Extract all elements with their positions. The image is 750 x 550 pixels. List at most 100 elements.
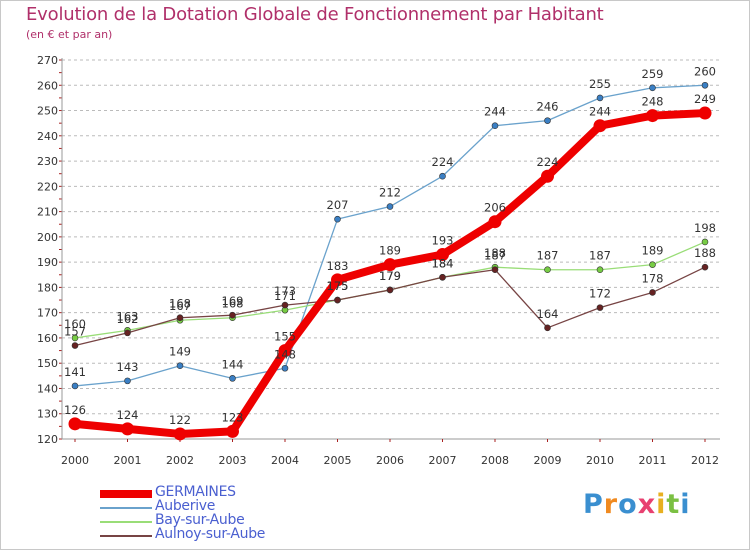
- y-tick-label: 200: [37, 231, 58, 244]
- y-tick-label: 220: [37, 180, 58, 193]
- data-point-auberive: [701, 81, 709, 89]
- legend-swatch-auberive: [100, 507, 152, 509]
- data-label-germaines: 224: [537, 155, 559, 169]
- data-label-aulnoy-sur-aube: 162: [117, 312, 139, 326]
- data-point-aulnoy-sur-aube: [649, 289, 656, 296]
- legend-swatch-aulnoy-sur-aube: [100, 535, 152, 537]
- data-label-germaines: 123: [222, 410, 244, 424]
- x-tick-label: 2002: [166, 454, 194, 467]
- data-label-auberive: 148: [274, 347, 296, 361]
- data-label-auberive: 255: [589, 77, 611, 91]
- data-point-aulnoy-sur-aube: [334, 296, 341, 304]
- x-tick-label: 2009: [534, 454, 562, 467]
- data-point-germaines: [68, 417, 82, 431]
- data-label-germaines: 126: [64, 403, 86, 417]
- chart-title: Evolution de la Dotation Globale de Fonc…: [26, 4, 604, 25]
- data-point-auberive: [386, 203, 394, 210]
- data-label-germaines: 122: [169, 413, 191, 427]
- data-label-germaines: 155: [274, 330, 296, 344]
- data-label-auberive: 141: [64, 365, 86, 379]
- data-label-germaines: 206: [484, 201, 506, 215]
- x-tick-label: 2011: [639, 454, 667, 467]
- data-point-aulnoy-sur-aube: [439, 273, 446, 281]
- data-label-aulnoy-sur-aube: 172: [589, 287, 611, 301]
- x-axis-ticks: 2000 2001 2002 2003 2004 2005 2006 2007 2008 2009…: [61, 454, 719, 467]
- x-tick-label: 2004: [271, 454, 299, 467]
- data-point-auberive: [281, 364, 289, 372]
- data-label-aulnoy-sur-aube: 188: [694, 246, 716, 260]
- x-tick-label: 2003: [219, 454, 247, 467]
- data-point-aulnoy-sur-aube: [701, 263, 709, 271]
- axes: [59, 58, 720, 442]
- logo-letter: o: [618, 489, 638, 520]
- data-label-germaines: 189: [379, 244, 401, 258]
- data-point-germaines: [278, 344, 292, 358]
- data-point-germaines: [593, 119, 607, 133]
- y-tick-label: 270: [37, 54, 58, 67]
- legend-label-aulnoy-sur-aube: Aulnoy-sur-Aube: [155, 526, 266, 542]
- data-point-auberive: [229, 375, 236, 382]
- data-label-bay-sur-aube: 171: [274, 289, 296, 303]
- x-tick-label: 2005: [324, 454, 352, 467]
- data-label-auberive: 246: [537, 100, 559, 114]
- logo-letter: i: [656, 489, 667, 520]
- data-label-bay-sur-aube: 198: [694, 221, 716, 235]
- y-tick-label: 160: [37, 332, 58, 345]
- data-label-germaines: 249: [694, 92, 716, 106]
- y-tick-label: 210: [37, 206, 58, 219]
- data-label-bay-sur-aube: 184: [432, 256, 454, 270]
- x-tick-label: 2000: [61, 454, 89, 467]
- data-labels: 141 143 149 144 148 207 212 224 244 246 255 259 260 1…: [64, 64, 716, 427]
- y-tick-label: 230: [37, 155, 58, 168]
- data-point-bay-sur-aube: [701, 238, 709, 246]
- data-point-germaines: [436, 248, 449, 262]
- data-point-bay-sur-aube: [544, 266, 551, 274]
- x-tick-label: 2010: [586, 454, 614, 467]
- data-label-aulnoy-sur-aube: 173: [274, 284, 296, 298]
- data-label-germaines: 193: [432, 234, 454, 248]
- data-point-aulnoy-sur-aube: [386, 286, 394, 294]
- logo-letter: i: [680, 489, 691, 520]
- proxiti-logo: Proxiti: [583, 489, 691, 520]
- data-label-bay-sur-aube: 187: [589, 249, 611, 263]
- data-label-auberive: 207: [327, 198, 349, 212]
- data-label-bay-sur-aube: 188: [484, 246, 506, 260]
- legend-label-auberive: Auberive: [155, 498, 216, 514]
- y-tick-label: 250: [37, 105, 58, 118]
- data-point-auberive: [334, 215, 341, 223]
- data-point-auberive: [71, 382, 79, 390]
- data-point-auberive: [649, 84, 656, 92]
- data-point-aulnoy-sur-aube: [176, 314, 184, 322]
- data-label-auberive: 244: [484, 105, 506, 119]
- logo-letter: r: [603, 489, 619, 520]
- data-label-bay-sur-aube: 179: [379, 269, 401, 283]
- data-point-auberive: [176, 362, 184, 370]
- logo-letter: x: [637, 489, 657, 520]
- grid-lines: [62, 59, 720, 440]
- data-point-germaines: [226, 424, 239, 438]
- data-point-bay-sur-aube: [596, 266, 604, 274]
- y-tick-label: 150: [37, 357, 58, 370]
- data-point-germaines: [698, 106, 712, 120]
- data-label-germaines: 183: [327, 259, 349, 273]
- data-point-aulnoy-sur-aube: [596, 304, 604, 311]
- data-label-auberive: 224: [432, 155, 454, 169]
- data-point-germaines: [541, 169, 554, 183]
- data-label-aulnoy-sur-aube: 169: [222, 294, 244, 308]
- y-tick-label: 170: [37, 307, 58, 320]
- data-point-germaines: [488, 215, 502, 229]
- x-tick-label: 2006: [376, 454, 404, 467]
- data-point-auberive: [491, 122, 499, 129]
- y-tick-label: 140: [37, 382, 58, 395]
- data-point-germaines: [121, 422, 134, 436]
- data-label-aulnoy-sur-aube: 157: [64, 325, 86, 339]
- legend-label-germaines: GERMAINES: [155, 484, 236, 500]
- data-label-bay-sur-aube: 187: [537, 249, 559, 263]
- data-label-auberive: 259: [642, 67, 664, 81]
- data-point-auberive: [439, 172, 446, 180]
- data-point-bay-sur-aube: [71, 334, 79, 342]
- chart-subtitle: (en € et par an): [26, 28, 113, 41]
- data-label-auberive: 260: [694, 64, 716, 78]
- data-label-bay-sur-aube: 175: [327, 279, 349, 293]
